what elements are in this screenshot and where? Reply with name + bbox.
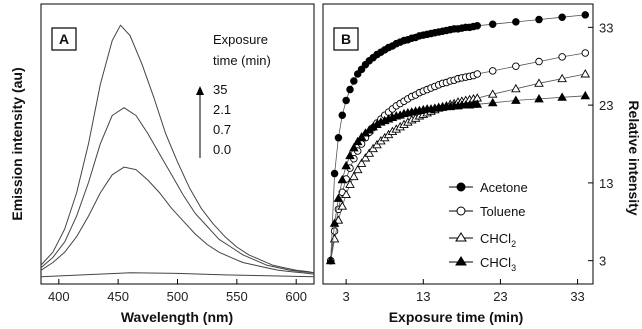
data-point-acetone [350, 77, 358, 85]
data-point-chcl3 [337, 174, 348, 184]
panel-b-letter: B [341, 31, 351, 47]
exposure-title-line2: time (min) [213, 53, 271, 68]
legend: Acetone Toluene CHCl2 CHCl3 [449, 180, 528, 273]
data-point-acetone [488, 20, 497, 28]
data-point-chcl2 [345, 179, 355, 188]
data-point-chcl2 [580, 69, 591, 78]
data-point-chcl3 [511, 95, 521, 104]
panel-a-letter: A [59, 31, 69, 47]
data-point-acetone [558, 13, 566, 21]
panel-a-x-tick-label: 600 [285, 289, 307, 304]
panel-b-y-tick-label: 13 [599, 176, 613, 191]
spectrum-curve-0-0 [40, 272, 315, 278]
data-point-toluene [581, 49, 590, 57]
data-point-chcl2 [557, 73, 567, 83]
data-point-chcl2 [364, 148, 375, 157]
legend-chcl3-subscript: 3 [511, 263, 516, 273]
data-point-toluene [535, 57, 543, 66]
data-point-chcl3 [580, 90, 591, 100]
panel-b-x-tick-label: 33 [570, 289, 584, 304]
data-point-chcl3 [352, 136, 363, 146]
data-point-acetone [334, 134, 343, 142]
data-point-chcl3 [329, 218, 340, 227]
data-point-acetone [342, 96, 350, 105]
panel-a-letter-box [51, 27, 77, 51]
exposure-value-2-1: 2.1 [213, 102, 231, 117]
data-point-acetone [535, 15, 543, 24]
data-point-chcl2 [352, 164, 363, 174]
panel-b-x-tick-label: 23 [493, 289, 507, 304]
legend-chcl2-label: CHCl2 [480, 231, 516, 249]
exposure-value-35: 35 [213, 82, 227, 97]
data-point-acetone [330, 169, 339, 178]
data-point-acetone [512, 18, 520, 26]
panel-b-frame [322, 3, 594, 285]
data-point-chcl3 [472, 99, 483, 108]
data-point-chcl3 [349, 142, 359, 152]
data-point-chcl2 [534, 78, 544, 87]
panel-b-x-tick-label: 3 [343, 289, 350, 304]
data-point-chcl2 [356, 158, 367, 167]
data-point-chcl2 [487, 89, 498, 98]
data-point-chcl3 [345, 150, 355, 160]
spectrum-curve-0-7 [40, 166, 315, 275]
data-point-acetone [338, 111, 347, 119]
panel-b-y-tick-label: 23 [599, 98, 613, 113]
panel-b-y-tick-label: 33 [599, 20, 613, 35]
panel-a-x-tick-label: 500 [167, 289, 189, 304]
exposure-arrow-head [196, 86, 204, 95]
legend-acetone-label: Acetone [480, 180, 528, 195]
data-point-toluene [488, 67, 497, 75]
data-point-toluene [512, 62, 520, 70]
data-point-chcl2 [349, 171, 359, 181]
data-point-chcl2 [333, 215, 344, 224]
panel-a-x-tick-label: 400 [48, 289, 70, 304]
data-point-chcl2 [511, 83, 521, 93]
data-point-chcl2 [341, 189, 351, 199]
legend-chcl3-label: CHCl3 [480, 255, 516, 273]
exposure-title-line1: Exposure [213, 32, 268, 47]
exposure-value-0-0: 0.0 [213, 142, 231, 157]
panel-b-x-label: Exposure time (min) [389, 309, 524, 325]
panel-a-y-label: Emission intensity (au) [9, 67, 25, 220]
spectrum-curve-2-1 [40, 107, 315, 274]
data-point-chcl3 [333, 193, 344, 202]
legend-toluene: Toluene [449, 204, 526, 219]
panel-b-x-tick-label: 13 [416, 289, 430, 304]
data-point-chcl3 [534, 93, 544, 103]
panel-a-x-ticks: 400 450 500 550 600 [48, 279, 307, 304]
panel-a-x-tick-label: 550 [226, 289, 248, 304]
exposure-value-0-7: 0.7 [213, 122, 231, 137]
panel-b-y-label: Relative intensity [626, 100, 642, 215]
data-point-toluene [558, 53, 566, 61]
data-point-chcl3 [557, 92, 567, 101]
panel-a-frame [40, 3, 315, 285]
data-point-toluene [473, 70, 482, 78]
data-point-chcl3 [325, 255, 336, 265]
data-point-chcl3 [487, 97, 498, 107]
panel-a-x-label: Wavelength (nm) [121, 309, 233, 325]
spectrum-curve-35 [40, 24, 315, 274]
panel-b-y-tick-label: 3 [599, 254, 606, 269]
legend-chcl2: CHCl2 [449, 231, 516, 249]
series-line-toluene [330, 52, 586, 261]
data-point-chcl3 [341, 160, 351, 170]
legend-toluene-label: Toluene [480, 204, 526, 219]
data-point-chcl2 [360, 153, 371, 162]
legend-acetone: Acetone [449, 180, 528, 195]
legend-chcl2-subscript: 2 [511, 239, 516, 249]
panel-a-curves [40, 24, 315, 278]
panel-b-series [325, 11, 591, 265]
data-point-acetone [581, 11, 590, 19]
data-point-acetone [473, 22, 482, 30]
data-point-acetone [346, 85, 354, 94]
panel-a-x-tick-label: 450 [107, 289, 129, 304]
legend-chcl3: CHCl3 [449, 255, 516, 273]
panel-b-letter-box [333, 27, 359, 51]
data-point-chcl2 [337, 201, 348, 210]
series-line-chcl3 [330, 95, 586, 261]
